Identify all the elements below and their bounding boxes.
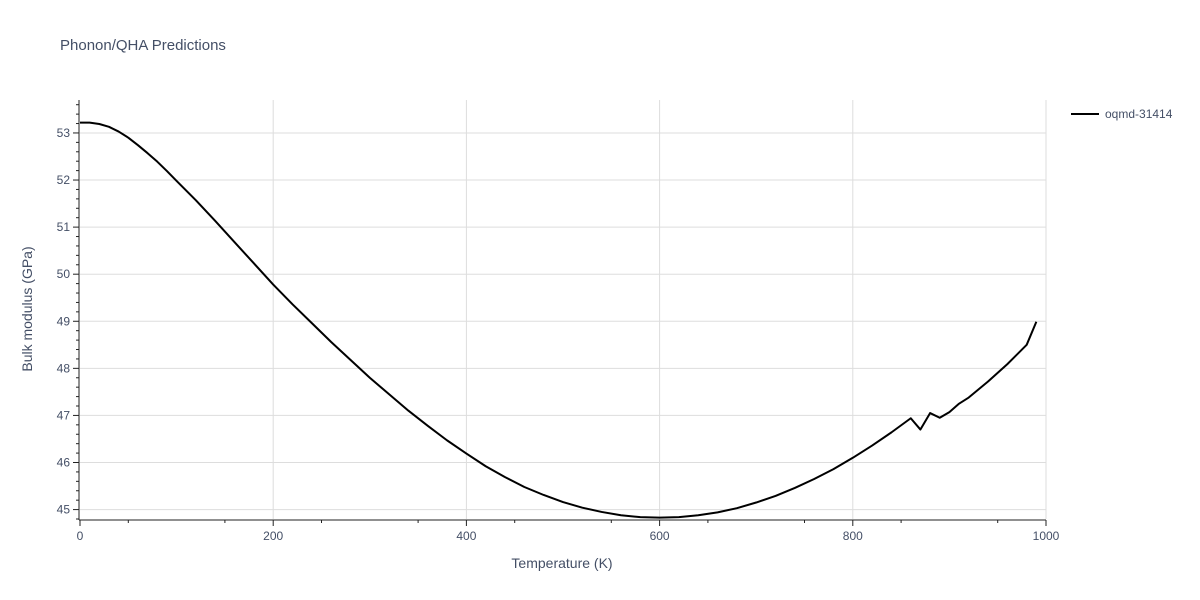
x-tick-label: 0 [77, 529, 84, 543]
x-axis-title: Temperature (K) [511, 555, 612, 571]
y-tick-label: 48 [57, 361, 71, 375]
x-tick-label: 800 [843, 529, 863, 543]
x-tick-label: 1000 [1033, 529, 1060, 543]
y-tick-label: 49 [57, 314, 71, 328]
x-tick-label: 200 [263, 529, 283, 543]
y-tick-label: 47 [57, 408, 71, 422]
legend-label[interactable]: oqmd-31414 [1105, 107, 1173, 121]
y-tick-label: 52 [57, 173, 71, 187]
grid [80, 100, 1047, 519]
y-tick-label: 50 [57, 267, 71, 281]
legend[interactable]: oqmd-31414 [1071, 107, 1173, 121]
y-tick-label: 53 [57, 126, 71, 140]
y-tick-label: 51 [57, 220, 71, 234]
x-tick-label: 400 [456, 529, 476, 543]
chart-title: Phonon/QHA Predictions [60, 37, 226, 54]
y-axis-title: Bulk modulus (GPa) [19, 246, 35, 371]
axes: 0 200 400 600 800 1000 45 46 47 48 49 50 51 52 53 [57, 100, 1060, 543]
y-tick-label: 45 [57, 503, 71, 517]
series-line-oqmd-31414 [80, 121, 1038, 519]
x-tick-label: 600 [650, 529, 670, 543]
plot-area [80, 121, 1038, 519]
y-tick-label: 46 [57, 456, 71, 470]
